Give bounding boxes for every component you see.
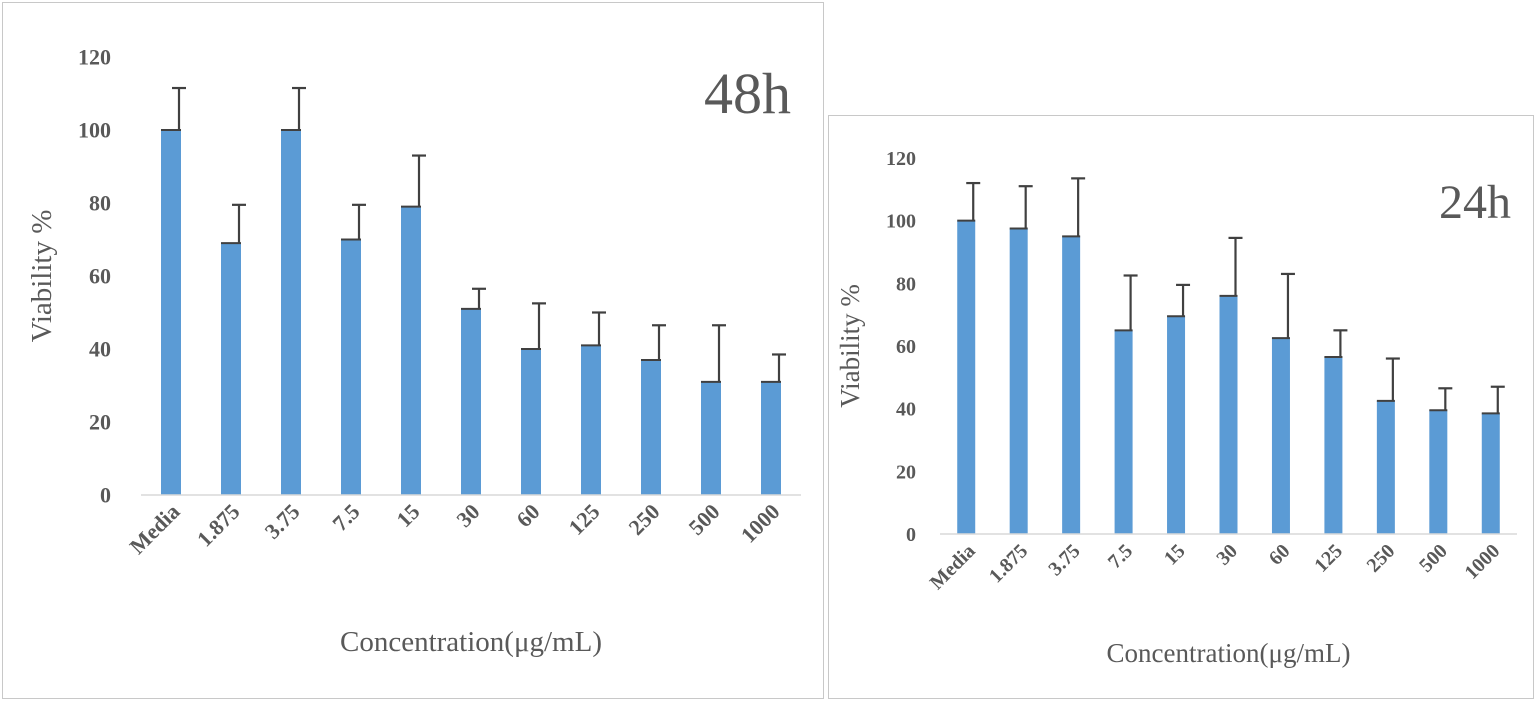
y-tick-label: 60 [89, 264, 111, 289]
chart-48h: 0 20 40 60 80 100 120 Media 1.875 3.75 7.5 15 30 60 12… [26, 45, 801, 658]
y-axis-label: Viability % [26, 210, 58, 343]
bar [581, 345, 601, 495]
bar [341, 239, 361, 495]
x-tick-label: Media [125, 499, 185, 559]
y-tick-label: 100 [78, 118, 111, 143]
bar [1114, 330, 1133, 534]
x-tick-label: 7.5 [1104, 540, 1137, 573]
x-tick-label: 1.875 [192, 499, 245, 552]
x-tick-label: 250 [624, 499, 665, 540]
x-tick-label: 1000 [736, 499, 785, 548]
bar [1271, 338, 1290, 534]
x-tick-label: 30 [451, 499, 484, 532]
x-tick-label: 15 [1160, 540, 1190, 570]
x-tick-label: 1.875 [985, 540, 1032, 587]
bar [1009, 228, 1028, 534]
y-tick-label: 120 [886, 148, 916, 170]
y-tick-label: 20 [89, 410, 111, 435]
y-tick-label: 0 [100, 483, 111, 508]
bar [1167, 316, 1186, 534]
bar [1324, 356, 1343, 534]
bar [281, 130, 301, 495]
x-tick-label: 125 [1310, 540, 1347, 577]
bar [221, 243, 241, 495]
x-tick-label: 500 [684, 499, 725, 540]
bar [1429, 410, 1448, 534]
x-tick-label: 7.5 [327, 499, 364, 536]
y-tick-label: 80 [89, 191, 111, 216]
x-tick-label: Media [926, 540, 980, 594]
x-tick-label: 125 [564, 499, 605, 540]
y-tick-label: 120 [78, 45, 111, 70]
chart-title: 24h [1439, 176, 1511, 229]
bar [761, 381, 781, 495]
chart-panel-24h: 0 20 40 60 80 100 120 Media 1.875 3.75 7.5 15 30 60 12… [828, 115, 1534, 699]
bar [401, 206, 421, 495]
x-axis-label: Concentration(μg/mL) [340, 626, 602, 658]
x-tick-label: 30 [1212, 540, 1242, 570]
bar [1219, 295, 1238, 534]
y-tick-label: 40 [89, 337, 111, 362]
y-tick-label: 100 [886, 211, 916, 233]
bar [1481, 413, 1500, 534]
x-tick-label: 15 [391, 499, 424, 532]
y-tick-label: 0 [906, 524, 916, 546]
x-tick-label: 1000 [1460, 540, 1504, 584]
y-tick-label: 20 [896, 461, 916, 483]
x-axis-label: Concentration(μg/mL) [1107, 638, 1351, 668]
x-tick-label: 250 [1363, 540, 1400, 577]
x-tick-label: 500 [1415, 540, 1452, 577]
bar [521, 349, 541, 495]
x-tick-label: 60 [511, 499, 544, 532]
bar [461, 308, 481, 495]
y-tick-label: 40 [896, 399, 916, 421]
bar [161, 130, 181, 495]
bar [641, 359, 661, 495]
y-tick-label: 60 [896, 336, 916, 358]
x-tick-label: 3.75 [1044, 540, 1084, 580]
chart-24h: 0 20 40 60 80 100 120 Media 1.875 3.75 7.5 15 30 60 12… [835, 148, 1517, 668]
bar [1376, 400, 1395, 534]
y-tick-label: 80 [896, 273, 916, 295]
bar [701, 381, 721, 495]
chart-panel-48h: 0 20 40 60 80 100 120 Media 1.875 3.75 7.5 15 30 60 12… [2, 2, 824, 699]
bar [1062, 236, 1081, 534]
bar [957, 220, 976, 534]
x-tick-label: 3.75 [260, 499, 305, 544]
chart-title: 48h [704, 61, 791, 126]
x-tick-label: 60 [1265, 540, 1295, 570]
y-axis-label: Viability % [835, 284, 865, 408]
